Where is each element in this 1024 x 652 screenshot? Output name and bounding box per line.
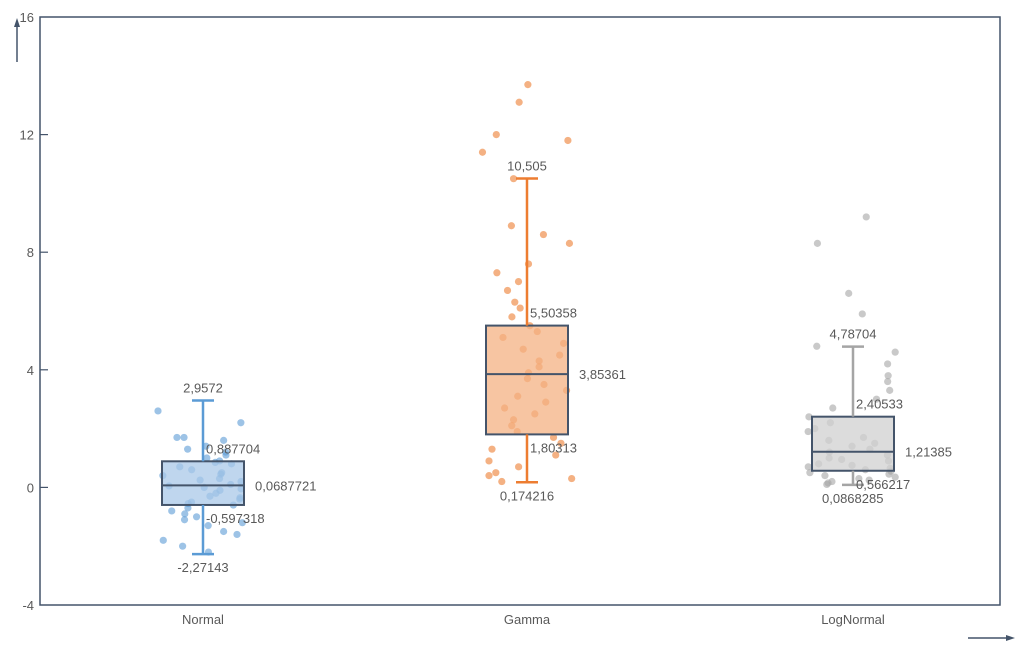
data-point [552, 451, 560, 459]
min-label: 0,174216 [500, 488, 554, 503]
x-tick-label: Normal [182, 612, 224, 627]
min-label: 0,0868285 [822, 491, 883, 506]
data-point [203, 454, 211, 462]
data-point [173, 433, 181, 442]
data-point [237, 419, 245, 427]
y-tick-label: 0 [27, 480, 34, 495]
data-point [884, 377, 892, 386]
data-point [233, 530, 241, 539]
data-point [498, 477, 506, 486]
data-point [804, 463, 812, 471]
data-point [823, 480, 831, 489]
max-label: 4,78704 [830, 327, 877, 342]
data-point [829, 404, 837, 412]
data-point [168, 507, 176, 515]
data-point [485, 472, 493, 480]
x-tick-label: Gamma [504, 612, 551, 627]
data-point [515, 463, 523, 471]
data-point [192, 513, 201, 521]
median-label: 1,21385 [905, 445, 952, 460]
y-axis-arrow-icon [14, 18, 20, 62]
data-point [813, 239, 822, 247]
data-point [515, 98, 523, 106]
data-point [184, 504, 192, 512]
data-point [549, 433, 558, 442]
data-point [862, 213, 870, 221]
data-point [485, 457, 493, 465]
y-tick-label: -4 [22, 598, 34, 613]
data-point [884, 372, 892, 380]
data-point [159, 536, 167, 544]
q3-label: 2,40533 [856, 397, 903, 412]
data-point [539, 230, 548, 239]
data-point [503, 286, 512, 295]
data-point [557, 439, 565, 447]
data-point [865, 476, 873, 484]
data-point [511, 298, 519, 306]
data-point [507, 222, 516, 230]
box [811, 415, 895, 472]
data-point [564, 136, 572, 145]
median-label: 0,0687721 [255, 478, 316, 493]
data-point [821, 472, 829, 480]
data-point [568, 474, 576, 483]
x-tick-label: LogNormal [821, 612, 885, 627]
data-point [891, 473, 899, 481]
data-point [891, 348, 899, 356]
data-point [180, 433, 188, 442]
data-point [855, 474, 863, 483]
data-point [180, 516, 189, 524]
data-point [179, 542, 187, 550]
data-point [886, 386, 894, 394]
data-point [804, 427, 812, 436]
y-tick-label: 12 [20, 128, 34, 143]
data-point [154, 407, 162, 415]
data-point [508, 313, 516, 321]
box [161, 460, 245, 506]
data-point [516, 304, 524, 312]
data-point [858, 310, 866, 318]
data-point [514, 278, 523, 286]
x-axis-arrow-icon [968, 635, 1015, 641]
max-label: 2,9572 [183, 380, 223, 395]
data-point [493, 269, 501, 277]
data-point [184, 445, 192, 453]
data-point [813, 342, 821, 350]
data-point [524, 81, 532, 89]
y-tick-label: 4 [27, 363, 34, 378]
min-label: -2,27143 [177, 560, 228, 575]
data-point [845, 289, 853, 297]
data-point [884, 360, 892, 368]
q1-label: -0,597318 [206, 511, 265, 526]
data-point [509, 175, 518, 183]
data-point [492, 469, 500, 477]
box [485, 324, 569, 436]
data-point [220, 527, 228, 536]
series-gamma: 10,505 5,50358 3,85361 1,80313 0,174216 [478, 81, 626, 503]
q1-label: 0,566217 [856, 477, 910, 492]
data-point [872, 395, 881, 403]
plot-frame [39, 16, 1001, 606]
data-point [805, 413, 813, 421]
data-point [885, 470, 893, 478]
series-normal: 2,9572 0,887704 0,0687721 -0,597318 -2,27143 [154, 380, 316, 575]
data-point [478, 148, 487, 156]
median-label: 3,85361 [579, 367, 626, 382]
max-label: 10,505 [507, 159, 547, 174]
data-point [204, 522, 212, 530]
data-point [220, 436, 228, 444]
data-point [488, 445, 496, 453]
data-point [238, 519, 246, 527]
data-point [492, 131, 500, 139]
q3-label: 0,887704 [206, 441, 260, 456]
data-point [181, 510, 189, 518]
data-point [565, 239, 574, 247]
q1-label: 1,80313 [530, 440, 577, 455]
y-tick-label: 8 [27, 245, 34, 260]
y-tick-label: 16 [20, 10, 34, 25]
q3-label: 5,50358 [530, 306, 577, 321]
data-point [222, 451, 230, 459]
